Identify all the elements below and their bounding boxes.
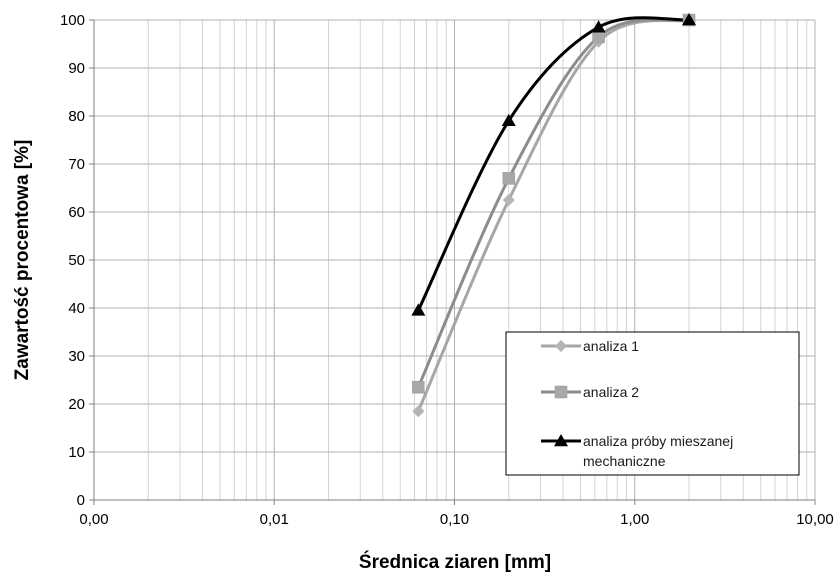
legend-label-3: analiza próby mieszanej — [583, 433, 733, 449]
y-tick-label: 50 — [68, 252, 85, 269]
data-point-series-3 — [501, 113, 516, 127]
legend-label-1: analiza 1 — [583, 338, 639, 354]
data-point-series-3 — [411, 303, 426, 316]
y-tick-label: 70 — [68, 156, 85, 173]
data-point-series-2 — [502, 172, 516, 185]
data-point-series-3 — [682, 13, 697, 26]
series-lines — [416, 16, 691, 413]
y-axis-title: Zawartość procentowa [%] — [12, 140, 33, 381]
x-tick-label: 0,01 — [260, 511, 289, 528]
data-point-series-1 — [412, 405, 425, 418]
y-tick-label: 20 — [68, 396, 85, 413]
y-tick-label: 0 — [77, 492, 85, 509]
legend-marker-3 — [554, 434, 568, 447]
series-markers — [411, 13, 697, 418]
data-point-series-2 — [592, 30, 605, 44]
x-tick-label: 0,00 — [79, 511, 108, 528]
series-line-2 — [416, 17, 691, 389]
y-tick-label: 90 — [68, 60, 85, 77]
tick-labels: 0 10 20 30 40 50 60 70 80 90 100 0,00 0,01 0,10 1,00 10… — [60, 12, 834, 528]
x-axis-title: Średnica ziaren [mm] — [359, 551, 551, 573]
y-tick-label: 60 — [68, 204, 85, 221]
x-tick-label: 1,00 — [620, 511, 649, 528]
data-point-series-2 — [412, 380, 425, 394]
series-line-1 — [416, 18, 691, 413]
y-tick-label: 30 — [68, 348, 85, 365]
legend: analiza 1 analiza 2 analiza próby mieszane… — [505, 331, 800, 476]
legend-label-3: mechaniczne — [583, 453, 666, 469]
y-tick-label: 80 — [68, 108, 85, 125]
legend-label-2: analiza 2 — [583, 384, 639, 400]
series-line-3 — [416, 16, 691, 312]
y-tick-label: 10 — [68, 444, 85, 461]
x-tick-label: 0,10 — [440, 511, 469, 528]
legend-marker-1 — [555, 340, 567, 352]
y-tick-label: 40 — [68, 300, 85, 317]
data-point-series-3 — [591, 20, 606, 33]
legend-box — [505, 331, 800, 476]
x-tick-label: 10,00 — [796, 511, 834, 528]
legend-marker-2 — [554, 385, 568, 399]
axes — [89, 19, 816, 505]
y-tick-label: 100 — [60, 12, 85, 29]
data-point-series-1 — [502, 194, 515, 206]
